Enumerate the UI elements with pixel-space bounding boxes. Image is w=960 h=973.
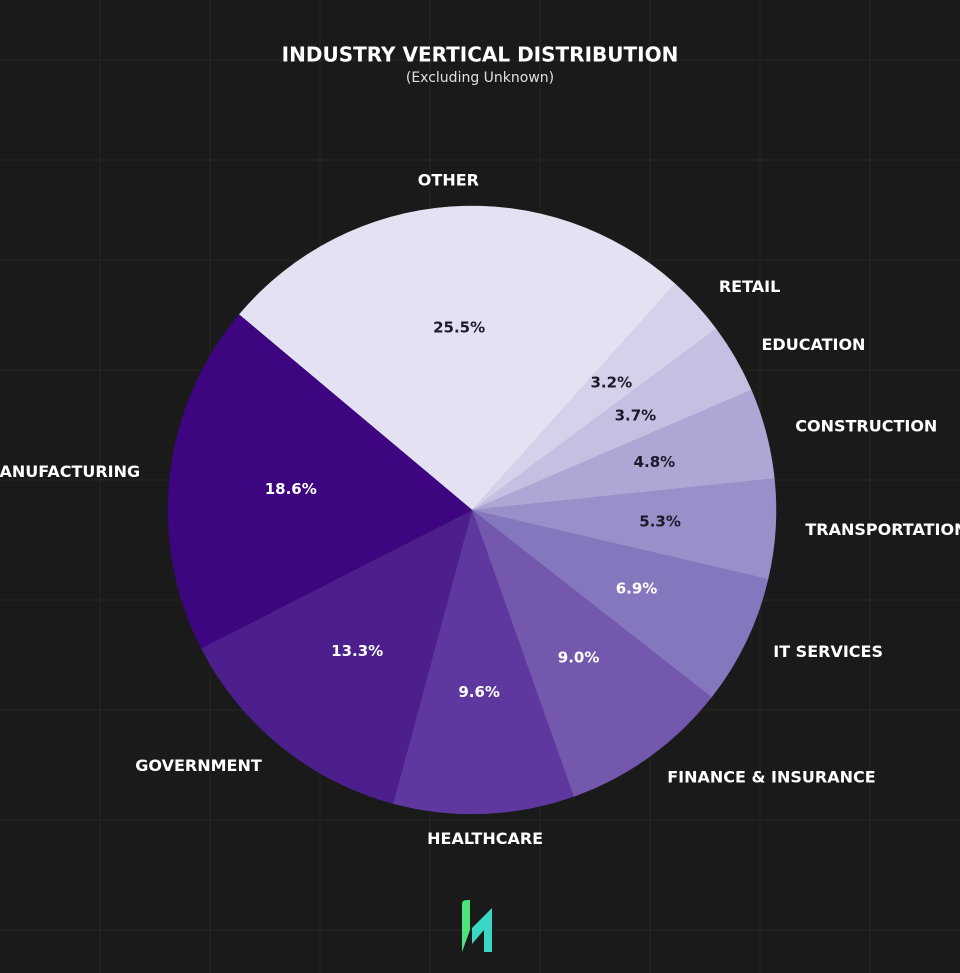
value-label: 9.6% xyxy=(458,683,500,701)
value-label: 18.6% xyxy=(265,480,317,498)
category-label: IT SERVICES xyxy=(773,642,883,661)
category-label: FINANCE & INSURANCE xyxy=(667,767,875,786)
pie-slice xyxy=(167,314,473,649)
value-label: 9.0% xyxy=(558,649,600,667)
category-label: CONSTRUCTION xyxy=(795,416,937,435)
chart-title: INDUSTRY VERTICAL DISTRIBUTION xyxy=(282,43,679,67)
category-label: EDUCATION xyxy=(762,335,866,354)
value-label: 6.9% xyxy=(616,579,658,597)
category-label: MANUFACTURING xyxy=(0,462,140,481)
category-label: GOVERNMENT xyxy=(135,756,262,775)
category-label: OTHER xyxy=(418,170,479,189)
pie-slice xyxy=(392,509,575,815)
value-label: 4.8% xyxy=(634,453,676,471)
chart-subtitle: (Excluding Unknown) xyxy=(406,70,554,86)
pie-slice xyxy=(471,509,712,797)
category-label: TRANSPORTATION xyxy=(805,520,960,539)
value-label: 5.3% xyxy=(639,512,681,530)
category-label: RETAIL xyxy=(719,277,780,296)
value-label: 3.2% xyxy=(591,374,633,392)
value-label: 3.7% xyxy=(615,407,657,425)
category-label: HEALTHCARE xyxy=(427,829,543,848)
value-label: 25.5% xyxy=(433,319,485,337)
pie-slice xyxy=(471,509,769,698)
pie-slice xyxy=(238,205,676,511)
pie-slice xyxy=(200,509,473,804)
logo xyxy=(462,900,492,952)
value-label: 13.3% xyxy=(331,642,383,660)
